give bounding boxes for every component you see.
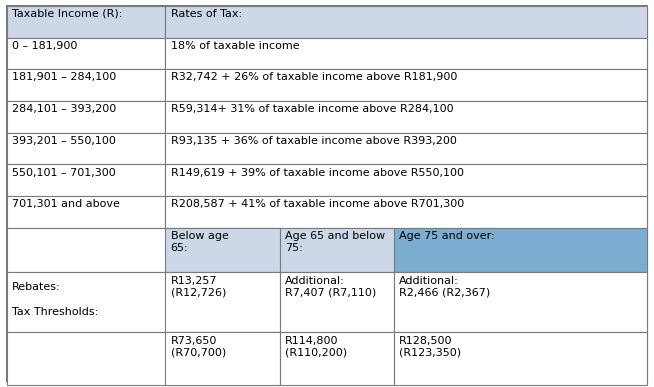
Text: R149,619 + 39% of taxable income above R550,100: R149,619 + 39% of taxable income above R… — [171, 168, 464, 178]
Text: R93,135 + 36% of taxable income above R393,200: R93,135 + 36% of taxable income above R3… — [171, 136, 456, 146]
Text: 284,101 – 393,200: 284,101 – 393,200 — [12, 104, 116, 114]
Text: Rates of Tax:: Rates of Tax: — [171, 9, 242, 19]
Text: 550,101 – 701,300: 550,101 – 701,300 — [12, 168, 116, 178]
Bar — [394, 332, 647, 385]
Bar — [279, 272, 394, 332]
Bar — [7, 332, 279, 385]
Text: 181,901 – 284,100: 181,901 – 284,100 — [12, 72, 116, 82]
Bar — [165, 196, 647, 228]
Bar — [165, 332, 279, 385]
Bar — [7, 6, 165, 38]
Bar — [165, 133, 647, 164]
Text: 701,301 and above: 701,301 and above — [12, 199, 120, 209]
Text: 393,201 – 550,100: 393,201 – 550,100 — [12, 136, 116, 146]
Text: 18% of taxable income: 18% of taxable income — [171, 41, 300, 51]
Text: Additional:
R2,466 (R2,367): Additional: R2,466 (R2,367) — [399, 276, 490, 298]
Bar — [7, 38, 165, 69]
Bar — [394, 228, 647, 272]
Bar — [7, 164, 165, 196]
Text: R208,587 + 41% of taxable income above R701,300: R208,587 + 41% of taxable income above R… — [171, 199, 464, 209]
Bar — [165, 228, 279, 272]
Bar — [165, 101, 647, 133]
Bar — [279, 228, 394, 272]
Text: 0 – 181,900: 0 – 181,900 — [12, 41, 77, 51]
Bar — [165, 164, 647, 196]
Bar — [7, 101, 165, 133]
Text: R59,314+ 31% of taxable income above R284,100: R59,314+ 31% of taxable income above R28… — [171, 104, 453, 114]
Bar — [7, 272, 279, 332]
Bar — [165, 6, 647, 38]
Bar — [394, 272, 647, 332]
Bar — [7, 133, 165, 164]
Bar — [165, 38, 647, 69]
Text: R73,650
(R70,700): R73,650 (R70,700) — [171, 336, 226, 358]
Bar — [7, 69, 165, 101]
Text: R32,742 + 26% of taxable income above R181,900: R32,742 + 26% of taxable income above R1… — [171, 72, 457, 82]
Text: R114,800
(R110,200): R114,800 (R110,200) — [284, 336, 347, 358]
Bar — [7, 196, 165, 228]
Bar — [165, 69, 647, 101]
Text: Additional:
R7,407 (R7,110): Additional: R7,407 (R7,110) — [284, 276, 376, 298]
Text: Rebates:

Tax Thresholds:: Rebates: Tax Thresholds: — [12, 282, 98, 317]
Text: Below age
65:: Below age 65: — [171, 231, 229, 253]
Text: Age 75 and over:: Age 75 and over: — [399, 231, 494, 241]
Bar — [7, 228, 279, 272]
Bar — [279, 332, 394, 385]
Text: R128,500
(R123,350): R128,500 (R123,350) — [399, 336, 461, 358]
Text: Taxable Income (R):: Taxable Income (R): — [12, 9, 122, 19]
Text: Age 65 and below
75:: Age 65 and below 75: — [284, 231, 385, 253]
Bar — [165, 272, 279, 332]
Text: R13,257
(R12,726): R13,257 (R12,726) — [171, 276, 226, 298]
